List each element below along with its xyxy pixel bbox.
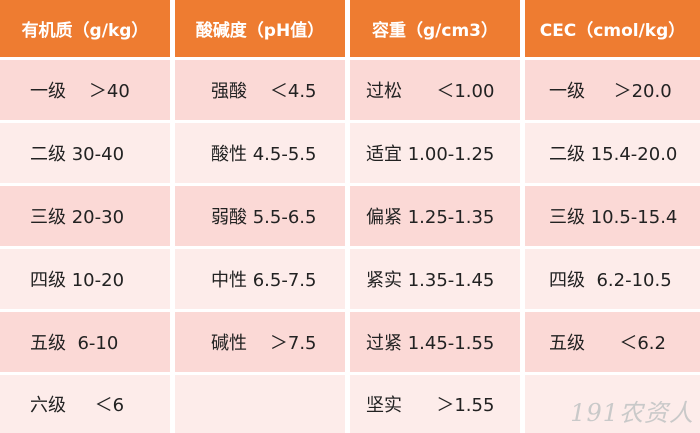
table-cell: 一级 ＞20.0 — [525, 60, 700, 120]
watermark-logo: 191农资人 — [570, 399, 694, 427]
table-cell: 适宜 1.00-1.25 — [350, 123, 520, 183]
table-cell: 二级 30-40 — [0, 123, 170, 183]
table-cell: 紧实 1.35-1.45 — [350, 249, 520, 309]
table-cell: 三级 20-30 — [0, 186, 170, 246]
table-cell: 过紧 1.45-1.55 — [350, 312, 520, 372]
table-cell — [175, 375, 345, 433]
table-cell: 六级 ＜6 — [0, 375, 170, 433]
table-cell: 强酸 ＜4.5 — [175, 60, 345, 120]
table-cell — [525, 375, 700, 433]
table-cell: 四级 6.2-10.5 — [525, 249, 700, 309]
table-cell: 三级 10.5-15.4 — [525, 186, 700, 246]
table-cell: 酸性 4.5-5.5 — [175, 123, 345, 183]
table-cell: 五级 ＜6.2 — [525, 312, 700, 372]
table-cell: 一级 ＞40 — [0, 60, 170, 120]
header-ph: 酸碱度（pH值） — [175, 0, 345, 57]
header-organic-matter: 有机质（g/kg） — [0, 0, 170, 57]
table-cell: 四级 10-20 — [0, 249, 170, 309]
table-cell: 弱酸 5.5-6.5 — [175, 186, 345, 246]
table-cell: 过松 ＜1.00 — [350, 60, 520, 120]
table-cell: 中性 6.5-7.5 — [175, 249, 345, 309]
header-bulk-density: 容重（g/cm3） — [350, 0, 520, 57]
table-cell: 二级 15.4-20.0 — [525, 123, 700, 183]
table-cell: 碱性 ＞7.5 — [175, 312, 345, 372]
table-cell: 偏紧 1.25-1.35 — [350, 186, 520, 246]
header-cec: CEC（cmol/kg） — [525, 0, 700, 57]
table-cell: 五级 6-10 — [0, 312, 170, 372]
table-cell: 坚实 ＞1.55 — [350, 375, 520, 433]
